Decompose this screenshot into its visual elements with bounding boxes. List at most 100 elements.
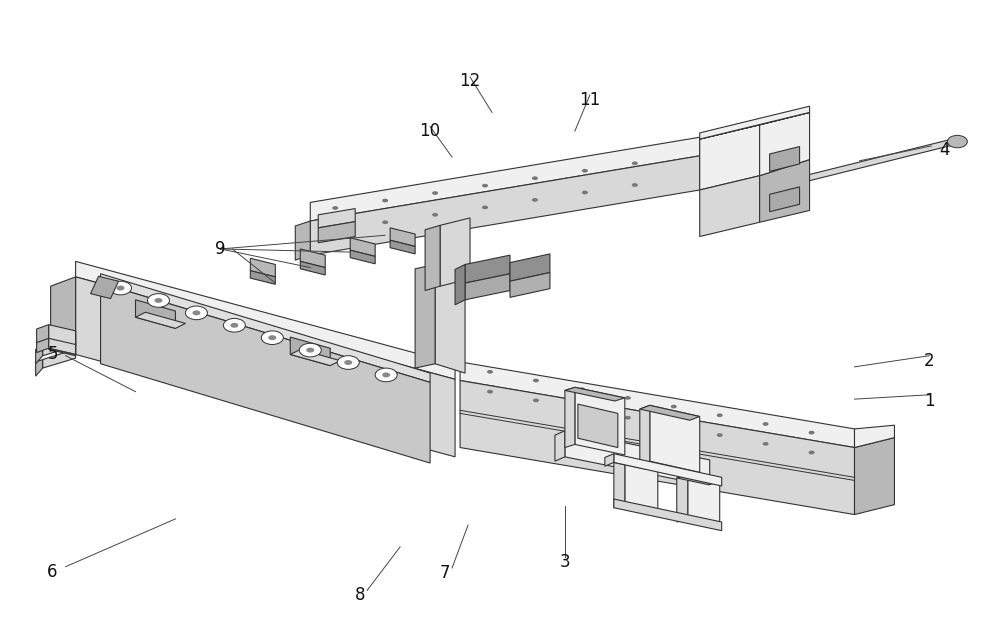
Circle shape	[185, 306, 207, 320]
Polygon shape	[290, 337, 330, 366]
Circle shape	[192, 310, 200, 315]
Polygon shape	[435, 264, 465, 373]
Polygon shape	[855, 425, 894, 448]
Polygon shape	[91, 276, 119, 299]
Polygon shape	[700, 113, 810, 139]
Circle shape	[337, 356, 359, 369]
Polygon shape	[700, 125, 760, 190]
Polygon shape	[614, 453, 722, 486]
Circle shape	[671, 425, 677, 429]
Polygon shape	[49, 348, 76, 356]
Circle shape	[375, 368, 397, 382]
Polygon shape	[677, 475, 688, 522]
Text: 7: 7	[440, 564, 450, 582]
Circle shape	[763, 442, 769, 446]
Circle shape	[382, 220, 388, 224]
Text: 8: 8	[355, 587, 365, 604]
Polygon shape	[37, 335, 49, 353]
Circle shape	[482, 183, 488, 187]
Polygon shape	[510, 272, 550, 297]
Polygon shape	[300, 261, 325, 275]
Polygon shape	[101, 283, 430, 463]
Polygon shape	[465, 274, 510, 300]
Circle shape	[487, 370, 493, 374]
Circle shape	[110, 281, 132, 295]
Polygon shape	[770, 147, 800, 172]
Circle shape	[809, 450, 815, 454]
Circle shape	[579, 407, 585, 411]
Circle shape	[382, 198, 388, 202]
Polygon shape	[250, 258, 275, 277]
Polygon shape	[51, 277, 76, 364]
Circle shape	[809, 431, 815, 435]
Polygon shape	[760, 113, 810, 175]
Polygon shape	[36, 343, 76, 362]
Circle shape	[382, 373, 390, 378]
Circle shape	[717, 414, 723, 417]
Polygon shape	[700, 175, 760, 236]
Polygon shape	[460, 381, 855, 514]
Polygon shape	[390, 240, 415, 254]
Polygon shape	[295, 221, 310, 260]
Circle shape	[763, 422, 769, 426]
Circle shape	[632, 183, 638, 187]
Circle shape	[582, 190, 588, 194]
Polygon shape	[76, 261, 455, 379]
Text: 3: 3	[560, 554, 570, 572]
Circle shape	[625, 416, 631, 420]
Polygon shape	[390, 228, 415, 246]
Circle shape	[532, 176, 538, 180]
Polygon shape	[43, 343, 76, 368]
Polygon shape	[700, 106, 810, 139]
Polygon shape	[310, 137, 700, 221]
Polygon shape	[688, 475, 720, 526]
Polygon shape	[565, 388, 575, 448]
Polygon shape	[614, 459, 658, 469]
Polygon shape	[36, 353, 43, 376]
Polygon shape	[855, 438, 894, 514]
Text: 11: 11	[579, 91, 600, 109]
Polygon shape	[640, 406, 650, 465]
Circle shape	[332, 206, 338, 210]
Text: 10: 10	[420, 122, 441, 140]
Polygon shape	[318, 208, 355, 228]
Polygon shape	[415, 264, 435, 368]
Polygon shape	[455, 264, 465, 305]
Text: 2: 2	[924, 351, 935, 369]
Polygon shape	[290, 350, 340, 366]
Text: 1: 1	[924, 392, 935, 410]
Polygon shape	[101, 274, 430, 383]
Polygon shape	[625, 459, 658, 511]
Circle shape	[947, 136, 967, 148]
Circle shape	[533, 399, 539, 402]
Polygon shape	[810, 139, 954, 180]
Polygon shape	[318, 221, 355, 243]
Polygon shape	[578, 404, 618, 448]
Polygon shape	[310, 156, 700, 255]
Polygon shape	[565, 388, 625, 401]
Polygon shape	[650, 406, 700, 472]
Polygon shape	[565, 431, 710, 486]
Circle shape	[299, 343, 321, 357]
Circle shape	[344, 360, 352, 365]
Circle shape	[487, 390, 493, 394]
Circle shape	[332, 228, 338, 231]
Polygon shape	[136, 300, 175, 328]
Polygon shape	[465, 255, 510, 283]
Polygon shape	[770, 187, 800, 211]
Circle shape	[117, 285, 125, 290]
Polygon shape	[300, 249, 325, 267]
Circle shape	[717, 434, 723, 437]
Polygon shape	[614, 499, 722, 531]
Polygon shape	[49, 325, 76, 345]
Circle shape	[532, 198, 538, 202]
Polygon shape	[76, 277, 455, 457]
Polygon shape	[350, 238, 375, 256]
Circle shape	[533, 379, 539, 383]
Polygon shape	[350, 250, 375, 264]
Polygon shape	[49, 335, 76, 355]
Polygon shape	[250, 271, 275, 284]
Polygon shape	[136, 312, 185, 328]
Polygon shape	[575, 388, 625, 455]
Circle shape	[223, 318, 245, 332]
